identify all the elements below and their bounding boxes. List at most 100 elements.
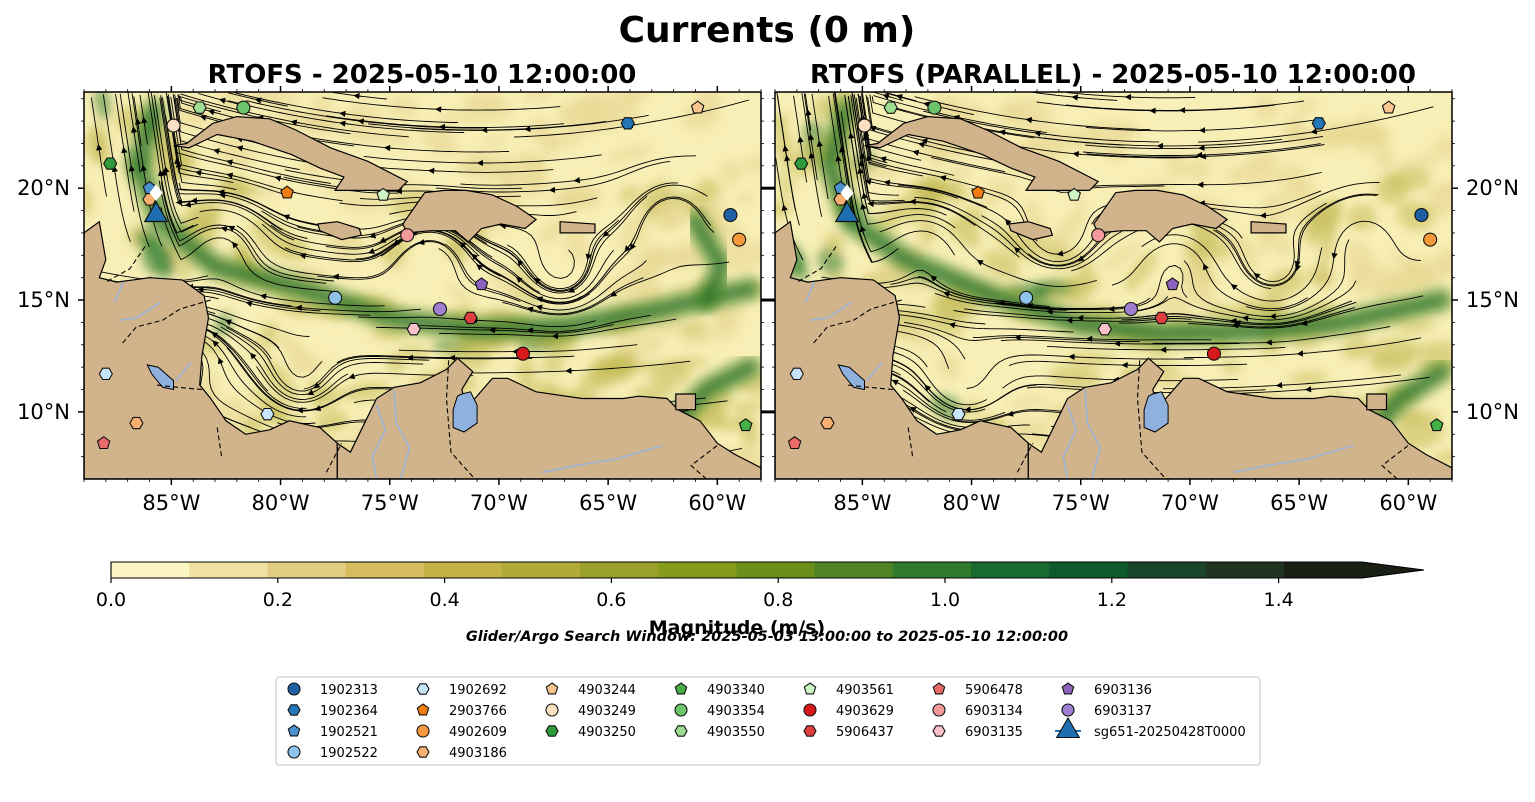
- streamline-arrow: [624, 244, 631, 253]
- streamline-arrow: [190, 197, 201, 204]
- streamline-arrow: [781, 204, 788, 214]
- float-marker-5906437: [463, 311, 478, 325]
- float-marker-1902522: [328, 290, 343, 305]
- land-southAmerica: [1027, 357, 1452, 479]
- map-panel-rtofs-parallel: [775, 92, 1452, 479]
- streamline-arrow: [534, 277, 542, 285]
- lon-tick-label: 60°W: [1379, 491, 1437, 515]
- streamline-arrow: [1231, 322, 1242, 329]
- legend-label: 4903186: [449, 746, 507, 761]
- lon-tick-label: 70°W: [470, 491, 528, 515]
- streamline-arrow: [290, 119, 300, 126]
- lon-tick-label: 85°W: [833, 491, 891, 515]
- streamline-arrow: [1331, 250, 1338, 260]
- streamline-arrow: [199, 114, 209, 121]
- legend-marker-6903136: [1061, 682, 1075, 695]
- legend-marker-6903134: [932, 703, 946, 717]
- streamline-arrow: [213, 148, 223, 155]
- streamline-arrow: [1234, 319, 1244, 327]
- streamline-arrow: [1294, 258, 1301, 268]
- streamline-arrow: [299, 253, 309, 260]
- streamline-arrow: [314, 405, 324, 412]
- streamline-arrow: [1310, 128, 1320, 135]
- float-marker-1902313: [723, 207, 738, 223]
- land-hispaniola: [1093, 189, 1229, 243]
- land-centralAmerica: [775, 220, 1029, 479]
- streamline-arrow: [1203, 263, 1209, 272]
- float-marker-1902692: [260, 407, 275, 421]
- lake-nicaragua: [146, 364, 174, 391]
- lon-tick-label: 65°W: [1270, 491, 1328, 515]
- colorbar-tick-label: 0.4: [429, 589, 459, 611]
- streamline-arrow: [128, 164, 136, 175]
- colorbar-tick-label: 0.8: [763, 589, 793, 611]
- streamline-arrow: [953, 114, 963, 121]
- streamline-arrow: [194, 169, 205, 177]
- streamline-arrow: [259, 293, 270, 300]
- legend-marker-5906437: [803, 725, 817, 737]
- streamline-arrow: [998, 129, 1009, 136]
- country-border: [690, 444, 718, 479]
- colorbar: 0.0 0.2 0.4 0.6 0.8 1.0 1.2 1.4: [96, 561, 1425, 611]
- float-marker-2903766: [280, 185, 294, 199]
- country-border: [105, 246, 146, 283]
- streamline-arrow: [1072, 150, 1082, 158]
- colorbar-extend-arrow: [1362, 562, 1424, 578]
- float-marker-4903629: [515, 346, 531, 361]
- float-marker-4903629: [1206, 346, 1222, 361]
- streamline-arrow: [369, 232, 379, 239]
- land: [775, 115, 1452, 479]
- float-marker-6903137: [432, 301, 448, 317]
- map-frame-right: [774, 91, 1453, 480]
- colorbar-swatch: [189, 562, 268, 578]
- figure-title: Currents (0 m): [619, 10, 916, 51]
- jet-core: [669, 362, 755, 428]
- streamline-arrow: [226, 172, 236, 179]
- glider-track: [149, 184, 163, 201]
- streamline-arrow: [835, 154, 842, 165]
- streamline-arrow: [134, 118, 142, 128]
- legend-label: 6903134: [965, 704, 1023, 719]
- river: [809, 301, 852, 321]
- streamline-arrow: [1296, 350, 1307, 357]
- country-border: [120, 299, 211, 346]
- glider-marker: [834, 200, 860, 223]
- float-marker-1902313: [1414, 207, 1429, 223]
- streamline-arrow: [1026, 302, 1036, 310]
- river: [393, 389, 411, 479]
- streamline-arrow: [226, 159, 236, 166]
- legend-label: 1902522: [320, 746, 378, 761]
- streamline-arrow: [339, 110, 349, 118]
- river: [866, 362, 883, 382]
- map-axes-left: 85°W 80°W 75°W 70°W 65°W 60°W 10°N 15°N 20°N: [17, 86, 768, 515]
- land-centralAmerica: [84, 220, 338, 479]
- legend-label: 1902364: [320, 704, 378, 719]
- streamline-arrow: [568, 286, 577, 293]
- legend-marker-6903137: [1061, 703, 1075, 717]
- streamline-arrow: [175, 160, 182, 171]
- float-marker-4903550: [883, 101, 898, 114]
- float-marker-4903354: [927, 100, 942, 115]
- lat-tick-label: 10°N: [1466, 400, 1519, 424]
- streamline-arrow: [232, 241, 239, 250]
- streamline-arrow: [630, 241, 637, 251]
- streamline-arrow: [839, 145, 846, 156]
- country-border: [811, 299, 902, 346]
- streamline-arrow: [1241, 315, 1252, 322]
- legend: 1902313 1902364 1902521 1902522 1902692 29037…: [287, 682, 1246, 761]
- streamline-arrow: [808, 151, 815, 162]
- legend-label: 4903244: [578, 683, 636, 698]
- panel-title-left: RTOFS - 2025-05-10 12:00:00: [208, 60, 637, 90]
- legend-label: 6903136: [1094, 683, 1152, 698]
- legend-marker-4903629: [803, 703, 817, 717]
- float-marker-4903186: [820, 416, 835, 430]
- country-border: [1381, 444, 1409, 479]
- colorbar-tick-label: 1.0: [930, 589, 960, 611]
- legend-label: 4902609: [449, 725, 507, 740]
- float-marker-4903186: [129, 416, 144, 430]
- streamline-arrow: [862, 134, 869, 144]
- colorbar-tick-label: 0.6: [596, 589, 626, 611]
- land-hispaniola: [402, 189, 538, 243]
- colorbar-swatch: [658, 562, 737, 578]
- legend-marker-1902521: [287, 724, 301, 737]
